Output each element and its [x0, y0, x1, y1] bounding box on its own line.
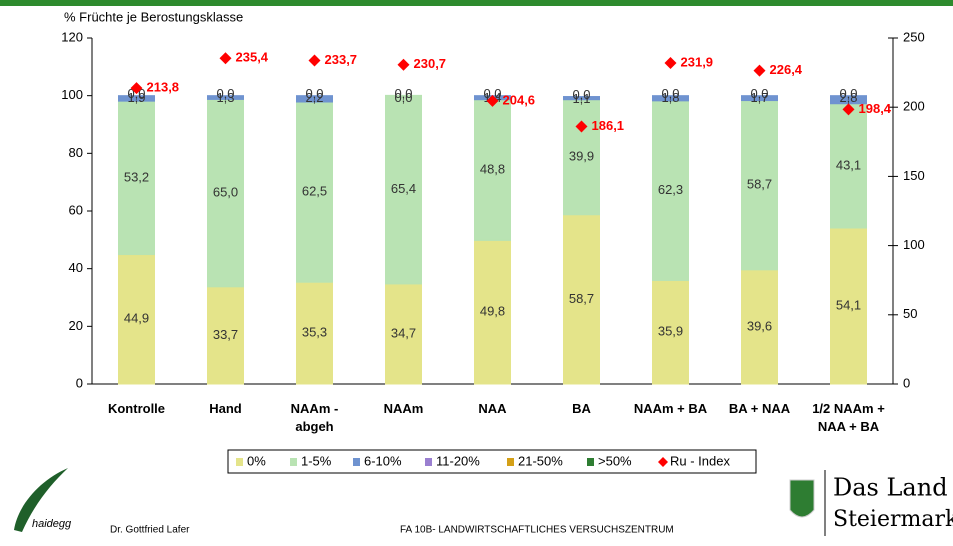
data-label: 35,3 [302, 325, 327, 340]
legend-label: 0% [247, 453, 266, 468]
legend-label: >50% [598, 453, 632, 468]
y2-tick-label: 0 [903, 375, 910, 390]
chart: % Früchte je Berostungsklasse 0% 1-5% 6-10… [0, 0, 953, 546]
y-tick-label: 0 [76, 375, 83, 390]
legend-swatch [236, 458, 243, 466]
data-label: 53,2 [124, 169, 149, 184]
legend-swatch [290, 458, 297, 466]
legend-swatch [353, 458, 360, 466]
legend-label: 6-10% [364, 453, 402, 468]
data-label: 58,7 [569, 291, 594, 306]
y-tick-label: 120 [61, 29, 83, 44]
ru-label: 235,4 [236, 50, 269, 65]
footer-author: Dr. Gottfried Lafer [110, 525, 190, 536]
x-tick-label: BA [572, 401, 591, 416]
data-label: 44,9 [124, 311, 149, 326]
ru-label: 233,7 [325, 52, 358, 67]
ru-label: 186,1 [592, 118, 625, 133]
legend-label: 21-50% [518, 453, 563, 468]
footer-logo-right-2: Steiermark [833, 507, 953, 532]
ru-label: 213,8 [147, 80, 180, 95]
ru-label: 204,6 [503, 92, 536, 107]
data-label: 0,0 [572, 87, 590, 102]
ru-point [754, 65, 766, 77]
data-label: 49,8 [480, 304, 505, 319]
data-label: 34,7 [391, 325, 416, 340]
y2-tick-label: 50 [903, 306, 917, 321]
x-tick-label: NAA [478, 401, 507, 416]
x-tick-label: BA + NAA [729, 401, 791, 416]
y2-tick-label: 150 [903, 168, 925, 183]
data-label: 0,0 [305, 86, 323, 101]
data-label: 35,9 [658, 324, 683, 339]
data-label: 43,1 [836, 157, 861, 172]
y2-tick-label: 200 [903, 99, 925, 114]
y2-tick-label: 100 [903, 237, 925, 252]
data-label: 58,7 [747, 177, 772, 192]
legend-swatch [507, 458, 514, 466]
x-tick-label: 1/2 NAAm +NAA + BA [812, 401, 885, 434]
ru-label: 198,4 [859, 101, 892, 116]
legend-label: Ru - Index [670, 453, 730, 468]
x-tick-label: Hand [209, 401, 242, 416]
x-tick-label: Kontrolle [108, 401, 165, 416]
footer-logo-right-1: Das Land [833, 474, 948, 502]
ru-label: 230,7 [414, 56, 447, 71]
legend-swatch [587, 458, 594, 466]
y-tick-label: 80 [69, 145, 83, 160]
y-tick-label: 20 [69, 318, 83, 333]
data-label: 33,7 [213, 327, 238, 342]
header-bar [0, 0, 953, 6]
ru-label: 231,9 [681, 54, 714, 69]
legend-label: 11-20% [436, 453, 480, 468]
ru-point [309, 55, 321, 67]
y-tick-label: 60 [69, 202, 83, 217]
ru-point [220, 52, 232, 64]
ru-label: 226,4 [770, 62, 803, 77]
data-label: 62,3 [658, 182, 683, 197]
data-label: 0,0 [839, 86, 857, 101]
x-tick-label: NAAm + BA [634, 401, 708, 416]
x-tick-label: NAAm -abgeh [291, 401, 339, 434]
data-label: 62,5 [302, 184, 327, 199]
data-label: 65,4 [391, 181, 416, 196]
y-tick-label: 40 [69, 260, 83, 275]
data-label: 39,9 [569, 149, 594, 164]
data-label: 0,0 [750, 86, 768, 101]
data-label: 54,1 [836, 297, 861, 312]
ru-point [398, 59, 410, 71]
y-tick-label: 100 [61, 87, 83, 102]
data-label: 0,0 [394, 86, 412, 101]
logo-right-shield [790, 480, 814, 517]
data-label: 65,0 [213, 185, 238, 200]
x-tick-label: NAAm [384, 401, 424, 416]
y2-tick-label: 250 [903, 29, 925, 44]
legend-label: 1-5% [301, 453, 332, 468]
data-label: 39,6 [747, 318, 772, 333]
data-label: 0,0 [216, 86, 234, 101]
data-label: 48,8 [480, 161, 505, 176]
ru-point [665, 57, 677, 69]
footer-logo-left: haidegg [32, 518, 72, 530]
data-label: 0,0 [661, 86, 679, 101]
y-axis-label: % Früchte je Berostungsklasse [64, 9, 243, 24]
footer-institution: FA 10B- LANDWIRTSCHAFTLICHES VERSUCHSZEN… [400, 525, 674, 536]
legend-swatch [425, 458, 432, 466]
